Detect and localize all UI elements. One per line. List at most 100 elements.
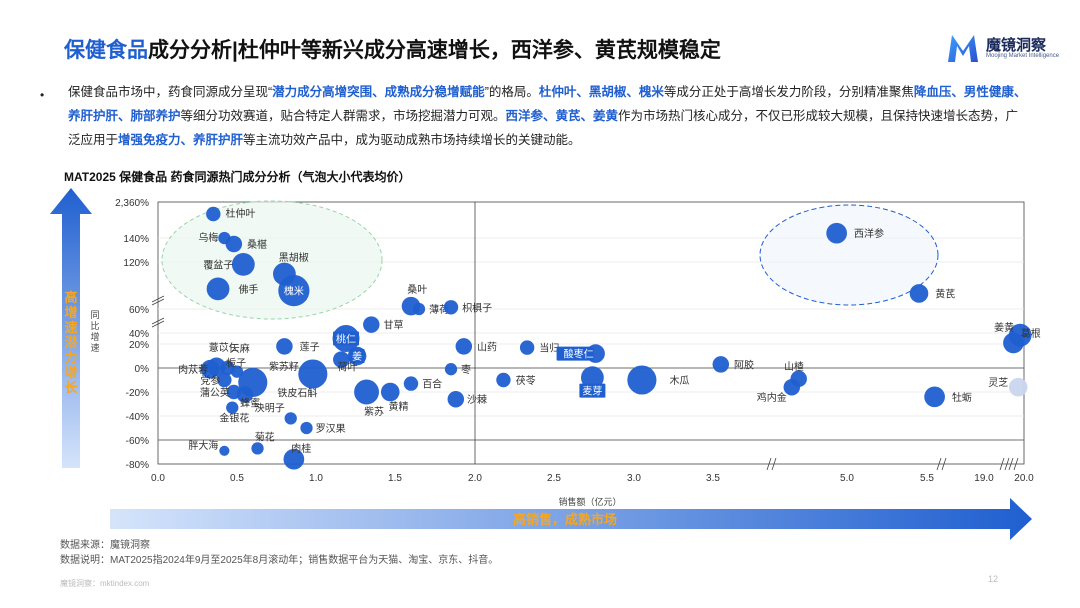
growth-arrow-label: 增: [64, 365, 77, 380]
bubble-沙棘: [447, 390, 465, 408]
bubble-枣: [444, 363, 458, 376]
bubble-甘草: [363, 316, 380, 333]
x-axis-break: [999, 457, 1010, 471]
growth-arrow-label: 长: [64, 380, 78, 395]
x-tick-label: 19.0: [974, 473, 994, 484]
bubble-label: 桑椹: [247, 239, 267, 251]
high-growth-cluster: [161, 200, 383, 320]
growth-arrow-label: 力: [64, 350, 77, 365]
summary-text: 作为市场热门核心成分，不仅已形成较大规模，且保持快速增长态势，广泛应用于: [68, 109, 1019, 147]
x-tick-label: 2.5: [547, 473, 561, 484]
x-axis-label: 销售额（亿元）: [558, 496, 621, 507]
bubble-label: 鸡内金: [757, 391, 787, 404]
bubble-label: 甘草: [384, 319, 404, 332]
logo-mark-icon: [948, 35, 978, 62]
bubble-label: 西洋参: [854, 227, 884, 240]
bubble-label: 杜仲叶: [226, 207, 256, 220]
summary-highlight: 潜力成分高增突围、成熟成分稳增赋能: [272, 85, 485, 99]
y-axis-label: 增: [90, 331, 99, 342]
bubble-label: 肉苁蓉: [178, 363, 208, 376]
bubble-label: 肉桂: [291, 442, 311, 455]
bubble-label: 紫苏: [364, 405, 384, 418]
bubble-荷叶: [333, 351, 350, 368]
bubble-茯苓: [496, 372, 511, 388]
bubble-桑椹: [225, 235, 243, 253]
bubble-覆盆子: [231, 253, 255, 276]
bubble-label: 乌梅: [198, 231, 218, 244]
bubble-label: 木瓜: [669, 375, 689, 387]
bubble-菊花: [251, 442, 264, 455]
y-axis-break: [151, 317, 165, 328]
title-rest: 成分分析|杜仲叶等新兴成分高速增长，西洋参、黄芪规模稳定: [148, 39, 721, 62]
bubble-label-box: [556, 346, 594, 361]
bubble-label: 蜂蜜: [240, 396, 260, 409]
logo-subtitle: Moojing Market Intelligence: [986, 53, 1060, 59]
bubble-鸡内金: [783, 378, 801, 396]
bubble-label: 金银花: [219, 412, 249, 425]
x-tick-label: 5.5: [920, 473, 934, 484]
bubble-肉苁蓉: [200, 359, 220, 379]
x-tick-label: 0.5: [230, 473, 244, 484]
bubble-薄荷: [412, 302, 426, 316]
bubble-label: 覆盆子: [203, 258, 233, 271]
x-tick-label: 5.0: [840, 473, 854, 484]
y-tick-label: 140%: [123, 234, 149, 245]
bubble-牡蛎: [924, 386, 945, 408]
x-tick-label: 2.0: [468, 473, 482, 484]
y-tick-label: 120%: [123, 258, 149, 269]
bubble-杜仲叶: [206, 206, 221, 222]
bubble-label: 山药: [477, 341, 497, 353]
growth-arrow-label: 高: [64, 290, 77, 305]
chart-title: MAT2025 保健食品 药食同源热门成分分析（气泡大小代表均价）: [64, 170, 411, 184]
bubble-label: 桃仁: [336, 333, 356, 346]
bubble-label: 桑叶: [407, 284, 427, 296]
y-tick-label: 0%: [135, 364, 150, 375]
bubble-莲子: [276, 338, 293, 355]
bubble-槐米: [278, 275, 310, 307]
bubble-label: 薏苡仁: [209, 341, 239, 354]
y-tick-label: -60%: [126, 436, 149, 447]
y-tick-label: 20%: [129, 340, 149, 351]
summary-text: 等细分功效赛道，贴合特定人群需求，市场挖掘潜力可观。: [180, 109, 506, 123]
y-tick-label: -80%: [126, 460, 149, 471]
title-highlight: 保健食品: [64, 39, 148, 62]
bubble-label: 灵芝: [988, 376, 1008, 389]
bubble-label: 枳椇子: [462, 301, 492, 314]
y-axis-label: 同: [90, 310, 99, 320]
summary-text: 等主流功效产品中，成为驱动成熟市场持续增长的关键动能。: [243, 133, 581, 147]
bubble-label-box: [333, 331, 360, 346]
x-tick-label: 1.5: [388, 473, 402, 484]
bubble-label: 紫苏籽: [269, 360, 299, 373]
bubble-label: 姜: [352, 350, 362, 363]
bubble-葛根: [1003, 332, 1024, 354]
x-tick-label: 0.0: [151, 473, 165, 484]
bubble-紫苏: [354, 379, 380, 405]
bubble-label: 枣: [461, 364, 471, 376]
growth-arrow-label: 增: [64, 305, 77, 320]
bubble-当归: [519, 340, 535, 355]
summary-highlight: 西洋参、黄芪、姜黄: [505, 109, 619, 123]
bubble-label: 当归: [539, 342, 559, 355]
bubble-label-box: [349, 349, 365, 363]
bubble-label: 姜黄: [994, 321, 1014, 334]
bubble-label: 天麻: [230, 342, 250, 355]
bubble-label: 菊花: [255, 430, 275, 443]
growth-arrow-label: 速: [64, 320, 77, 335]
x-tick-label: 20.0: [1014, 473, 1034, 484]
sales-arrow: [110, 498, 1032, 540]
bubble-label: 党参: [200, 374, 220, 387]
bubble-label: 荷叶: [338, 362, 358, 374]
bubble-百合: [403, 376, 419, 391]
x-axis-break: [1008, 457, 1019, 471]
bubble-黄精: [380, 382, 400, 402]
summary-text: 等成分正处于高增长发力阶段，分别精准聚焦: [663, 85, 914, 99]
bubble-label: 槐米: [284, 285, 304, 298]
x-tick-label: 1.0: [309, 473, 323, 484]
bubble-西洋参: [826, 222, 848, 244]
bubble-山药: [455, 338, 473, 355]
y-axis-break: [151, 295, 165, 306]
bubble-label: 百合: [422, 378, 442, 391]
logo: 魔镜洞察 Moojing Market Intelligence: [946, 30, 1060, 66]
summary-highlight: 增强免疫力、养肝护肝: [118, 133, 244, 147]
summary-text: 保健食品市场中，药食同源成分呈现“: [68, 85, 273, 99]
